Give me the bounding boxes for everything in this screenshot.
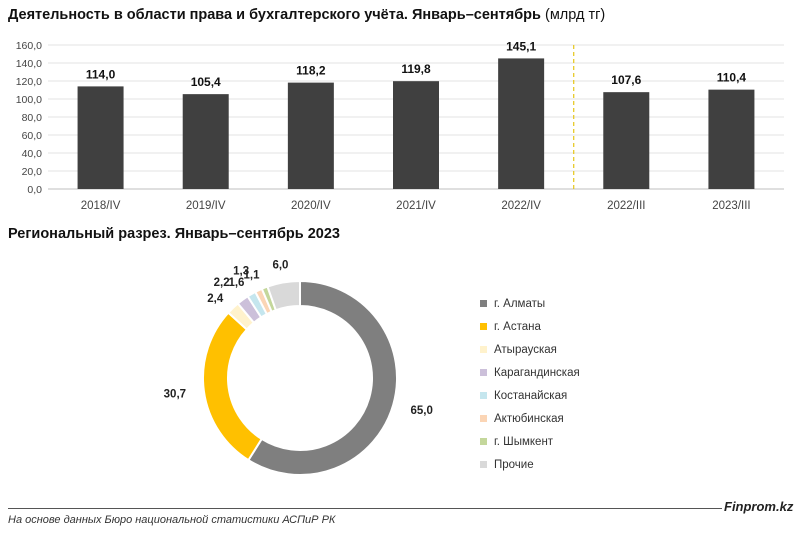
legend-label: г. Шымкент xyxy=(494,435,554,448)
bar-chart-unit: (млрд тг) xyxy=(544,7,606,23)
legend-item: Карагандинская xyxy=(480,361,580,384)
legend-label: Костанайская xyxy=(494,389,568,402)
legend-label: Карагандинская xyxy=(494,366,580,379)
y-tick-label: 160,0 xyxy=(16,40,42,52)
legend-label: г. Алматы xyxy=(494,297,546,310)
donut-value-label: 65,0 xyxy=(411,405,433,417)
legend-swatch xyxy=(480,438,487,445)
x-tick-label: 2019/IV xyxy=(186,200,226,212)
bar-chart-title: Деятельность в области права и бухгалтер… xyxy=(8,7,606,23)
donut-value-label: 1,3 xyxy=(233,265,249,277)
donut-value-label: 1,6 xyxy=(228,277,244,289)
y-tick-label: 100,0 xyxy=(16,94,42,106)
bar xyxy=(287,82,334,189)
donut-slice xyxy=(266,279,301,312)
donut-value-label: 2,2 xyxy=(214,277,230,289)
bar-value-label: 119,8 xyxy=(401,62,431,76)
bar xyxy=(498,58,545,189)
bar-value-label: 107,6 xyxy=(611,73,641,87)
x-tick-label: 2022/III xyxy=(607,200,645,212)
donut-value-label: 30,7 xyxy=(164,389,186,401)
brand-logo: Finprom.kz xyxy=(724,499,794,514)
bar-value-label: 110,4 xyxy=(717,71,747,85)
bar xyxy=(182,94,229,189)
donut-slice xyxy=(247,279,398,476)
y-tick-label: 140,0 xyxy=(16,58,42,70)
bar-value-label: 105,4 xyxy=(191,75,221,89)
legend-swatch xyxy=(480,392,487,399)
donut-slice xyxy=(260,285,278,314)
donut-slice xyxy=(236,294,263,325)
legend-item: г. Шымкент xyxy=(480,430,580,453)
legend-label: Атырауская xyxy=(494,343,557,356)
bar xyxy=(393,81,439,189)
legend-label: Актюбинская xyxy=(494,412,564,425)
donut-value-label: 1,1 xyxy=(244,270,261,282)
bar-value-label: 118,2 xyxy=(296,64,326,78)
legend-item: Актюбинская xyxy=(480,407,580,430)
bar-value-label: 145,1 xyxy=(506,39,536,53)
x-tick-label: 2018/IV xyxy=(81,200,121,212)
legend-swatch xyxy=(480,415,487,422)
y-tick-label: 80,0 xyxy=(22,112,43,124)
legend-swatch xyxy=(480,369,487,376)
legend-item: Прочие xyxy=(480,453,580,476)
footer-divider xyxy=(8,508,722,509)
y-tick-label: 120,0 xyxy=(16,76,42,88)
legend-item: г. Алматы xyxy=(480,292,580,315)
legend-swatch xyxy=(480,346,487,353)
legend-swatch xyxy=(480,300,487,307)
bar xyxy=(603,92,650,189)
donut-value-label: 2,4 xyxy=(207,293,224,305)
y-tick-label: 0,0 xyxy=(27,184,42,196)
donut-slice xyxy=(226,302,256,331)
x-tick-label: 2022/IV xyxy=(501,200,541,212)
legend-swatch xyxy=(480,461,487,468)
donut-chart-title: Региональный разрез. Январь–сентябрь 202… xyxy=(8,226,340,242)
bar xyxy=(708,89,755,189)
legend-label: Прочие xyxy=(494,458,534,471)
legend-item: Костанайская xyxy=(480,384,580,407)
x-tick-label: 2020/IV xyxy=(291,200,331,212)
bar xyxy=(77,86,124,189)
donut-legend: г. Алматы г. Астана Атырауская Карагандинск… xyxy=(480,292,580,476)
legend-item: г. Астана xyxy=(480,315,580,338)
y-tick-label: 60,0 xyxy=(22,130,43,142)
donut-slice xyxy=(202,311,264,462)
legend-swatch xyxy=(480,323,487,330)
legend-label: г. Астана xyxy=(494,320,541,333)
legend-item: Атырауская xyxy=(480,338,580,361)
source-note: На основе данных Бюро национальной стати… xyxy=(8,514,336,526)
donut-value-label: 6,0 xyxy=(272,260,288,272)
bar-value-label: 114,0 xyxy=(86,67,116,81)
donut-slice xyxy=(253,287,273,316)
y-tick-label: 20,0 xyxy=(22,166,43,178)
y-tick-label: 40,0 xyxy=(22,148,43,160)
x-tick-label: 2021/IV xyxy=(396,200,436,212)
donut-slice xyxy=(246,290,269,319)
bar-chart: 0,020,040,060,080,0100,0120,0140,0160,0 … xyxy=(16,39,784,212)
x-tick-label: 2023/III xyxy=(712,200,750,212)
